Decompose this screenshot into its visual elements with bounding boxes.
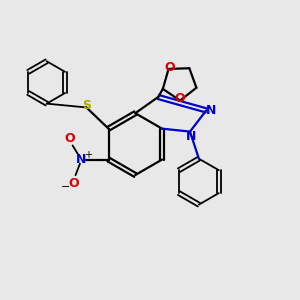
Text: O: O [164,61,175,74]
Text: N: N [186,130,197,143]
Text: N: N [206,104,216,117]
Text: O: O [64,132,75,145]
Text: S: S [82,99,91,112]
Text: +: + [84,150,92,160]
Text: O: O [175,92,185,105]
Text: N: N [76,153,87,166]
Text: −: − [61,182,70,192]
Text: O: O [68,177,79,190]
